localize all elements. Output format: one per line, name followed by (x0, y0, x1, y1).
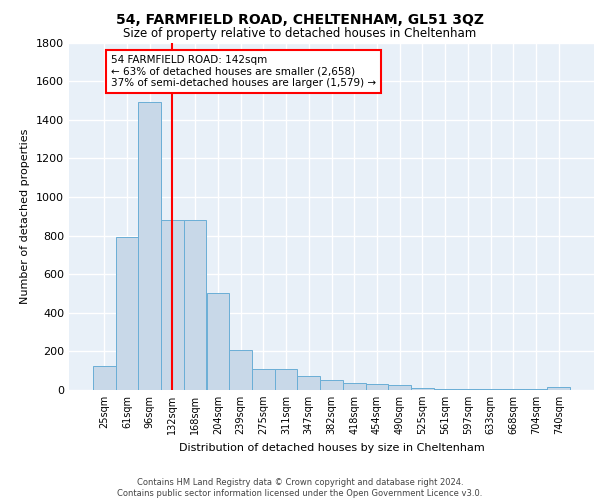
Bar (275, 369, 298, 390)
Text: Contains HM Land Registry data © Crown copyright and database right 2024.
Contai: Contains HM Land Registry data © Crown c… (118, 478, 482, 498)
Bar (252, 369, 275, 390)
Bar (547, 387, 570, 390)
Bar (116, 236, 139, 390)
Bar (365, 384, 388, 390)
Bar (320, 380, 343, 390)
Bar (229, 350, 252, 390)
Bar (411, 388, 434, 390)
Bar (457, 389, 479, 390)
Bar (184, 220, 206, 390)
X-axis label: Distribution of detached houses by size in Cheltenham: Distribution of detached houses by size … (179, 442, 484, 452)
Bar (434, 389, 457, 390)
Text: Size of property relative to detached houses in Cheltenham: Size of property relative to detached ho… (124, 28, 476, 40)
Bar (343, 383, 365, 390)
Text: 54 FARMFIELD ROAD: 142sqm
← 63% of detached houses are smaller (2,658)
37% of se: 54 FARMFIELD ROAD: 142sqm ← 63% of detac… (111, 55, 376, 88)
Bar (479, 389, 502, 390)
Bar (93, 366, 116, 390)
Bar (388, 385, 411, 390)
Bar (161, 220, 184, 390)
Text: 54, FARMFIELD ROAD, CHELTENHAM, GL51 3QZ: 54, FARMFIELD ROAD, CHELTENHAM, GL51 3QZ (116, 12, 484, 26)
Bar (298, 376, 320, 390)
Bar (139, 102, 161, 390)
Bar (206, 294, 229, 390)
Y-axis label: Number of detached properties: Number of detached properties (20, 128, 31, 304)
